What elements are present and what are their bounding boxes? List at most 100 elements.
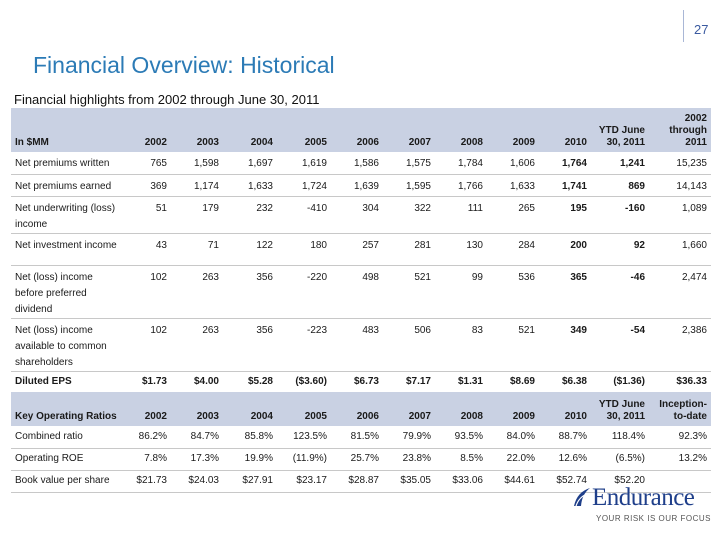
table-cell: 81.5% xyxy=(331,426,383,449)
column-header: 2009 xyxy=(512,411,535,422)
row-label: Net (loss) income available to common sh… xyxy=(11,318,123,372)
table-cell: 93.5% xyxy=(435,426,487,449)
table-row: Operating ROE 7.8% 17.3% 19.9% (11.9%) 25.7% 2… xyxy=(11,448,711,471)
table-cell: 102 xyxy=(123,265,171,319)
table-cell: 1,174 xyxy=(171,174,223,197)
table-cell: $44.61 xyxy=(487,470,539,493)
table-cell: 1,633 xyxy=(223,174,277,197)
page-number-divider xyxy=(683,10,684,42)
logo-wordmark: Endurance xyxy=(592,484,695,511)
table-cell: $6.38 xyxy=(539,370,591,394)
table-cell: 8.5% xyxy=(435,448,487,471)
table-cell: 1,575 xyxy=(383,152,435,175)
column-header: 2008 xyxy=(460,137,483,148)
table-cell: $35.05 xyxy=(383,470,435,493)
table-cell: 130 xyxy=(435,233,487,266)
table-cell: 281 xyxy=(383,233,435,266)
row-label: Diluted EPS xyxy=(11,370,123,394)
table-cell: 1,724 xyxy=(277,174,331,197)
table-cell: 84.7% xyxy=(171,426,223,449)
table-cell: 79.9% xyxy=(383,426,435,449)
table-cell: 1,697 xyxy=(223,152,277,175)
table-cell: 1,639 xyxy=(331,174,383,197)
table-cell xyxy=(649,470,711,493)
table-row: Book value per share $21.73 $24.03 $27.91 $2… xyxy=(11,470,711,493)
column-header: 2007 xyxy=(408,411,431,422)
table-cell: 86.2% xyxy=(123,426,171,449)
table-cell: 180 xyxy=(277,233,331,266)
table-cell: $36.33 xyxy=(649,370,711,394)
table-cell: 19.9% xyxy=(223,448,277,471)
table-cell: ($1.36) xyxy=(591,370,649,394)
financial-highlights-table: In $MM 2002 2003 2004 2005 2006 2007 2008 2009 20… xyxy=(11,108,711,394)
table-cell: 111 xyxy=(435,196,487,234)
table-cell: 483 xyxy=(331,318,383,372)
table-cell: 1,606 xyxy=(487,152,539,175)
table-header-row: In $MM 2002 2003 2004 2005 2006 2007 2008 2009 20… xyxy=(11,108,711,152)
table-cell: 122 xyxy=(223,233,277,266)
table-cell: $8.69 xyxy=(487,370,539,394)
table-caption: Financial highlights from 2002 through J… xyxy=(14,92,320,107)
table-cell: 92.3% xyxy=(649,426,711,449)
table-cell: $33.06 xyxy=(435,470,487,493)
table-cell: $24.03 xyxy=(171,470,223,493)
column-header: YTD June 30, 2011 xyxy=(598,125,645,148)
table-cell: -223 xyxy=(277,318,331,372)
table-cell: 356 xyxy=(223,265,277,319)
column-header: 2006 xyxy=(356,411,379,422)
table-cell: $52.74 xyxy=(539,470,591,493)
table-cell: -410 xyxy=(277,196,331,234)
table-cell: 12.6% xyxy=(539,448,591,471)
table-cell: 369 xyxy=(123,174,171,197)
table-cell: 102 xyxy=(123,318,171,372)
row-label-header: Key Operating Ratios xyxy=(15,411,117,422)
table-cell: $52.20 xyxy=(591,470,649,493)
table-row: Net underwriting (loss) income 51 179 232 -4… xyxy=(11,196,711,234)
table-cell: 123.5% xyxy=(277,426,331,449)
table-cell: 284 xyxy=(487,233,539,266)
table-cell: 2,474 xyxy=(649,265,711,319)
table-row: Net (loss) income before preferred divid… xyxy=(11,265,711,319)
table-cell: 506 xyxy=(383,318,435,372)
table-cell: $23.17 xyxy=(277,470,331,493)
table-cell: 322 xyxy=(383,196,435,234)
table-cell: 23.8% xyxy=(383,448,435,471)
table-cell: 1,766 xyxy=(435,174,487,197)
table-row: Net premiums earned 369 1,174 1,633 1,724 1,6… xyxy=(11,174,711,197)
row-label: Operating ROE xyxy=(11,448,123,471)
table-cell: $5.28 xyxy=(223,370,277,394)
table-cell: 195 xyxy=(539,196,591,234)
table-cell: -160 xyxy=(591,196,649,234)
table-cell: 88.7% xyxy=(539,426,591,449)
column-header: 2004 xyxy=(250,137,273,148)
logo-mark-icon xyxy=(574,488,590,507)
table-cell: 536 xyxy=(487,265,539,319)
row-label-header: In $MM xyxy=(15,137,49,148)
table-cell: 356 xyxy=(223,318,277,372)
column-header: 2003 xyxy=(196,137,219,148)
column-header: 2007 xyxy=(408,137,431,148)
table-cell: 84.0% xyxy=(487,426,539,449)
table-row: Net investment income 43 71 122 180 257 281 130… xyxy=(11,233,711,266)
table-cell: -54 xyxy=(591,318,649,372)
table-cell: 521 xyxy=(487,318,539,372)
table-cell: 304 xyxy=(331,196,383,234)
slide-title: Financial Overview: Historical xyxy=(33,52,335,78)
table-cell: $6.73 xyxy=(331,370,383,394)
table-cell: $1.31 xyxy=(435,370,487,394)
table-cell: -46 xyxy=(591,265,649,319)
table-cell: 14,143 xyxy=(649,174,711,197)
table-cell: 265 xyxy=(487,196,539,234)
table-cell: $7.17 xyxy=(383,370,435,394)
table-cell: (11.9%) xyxy=(277,448,331,471)
table-cell: 1,633 xyxy=(487,174,539,197)
key-operating-ratios-table: Key Operating Ratios 2002 2003 2004 2005 2006… xyxy=(11,392,711,493)
table-cell: 365 xyxy=(539,265,591,319)
table-cell: 83 xyxy=(435,318,487,372)
table-cell: 99 xyxy=(435,265,487,319)
page-number: 27 xyxy=(694,22,709,37)
table-row: Combined ratio 86.2% 84.7% 85.8% 123.5% 81.5%… xyxy=(11,426,711,449)
table-cell: 1,089 xyxy=(649,196,711,234)
column-header: 2005 xyxy=(304,137,327,148)
table-cell: 25.7% xyxy=(331,448,383,471)
